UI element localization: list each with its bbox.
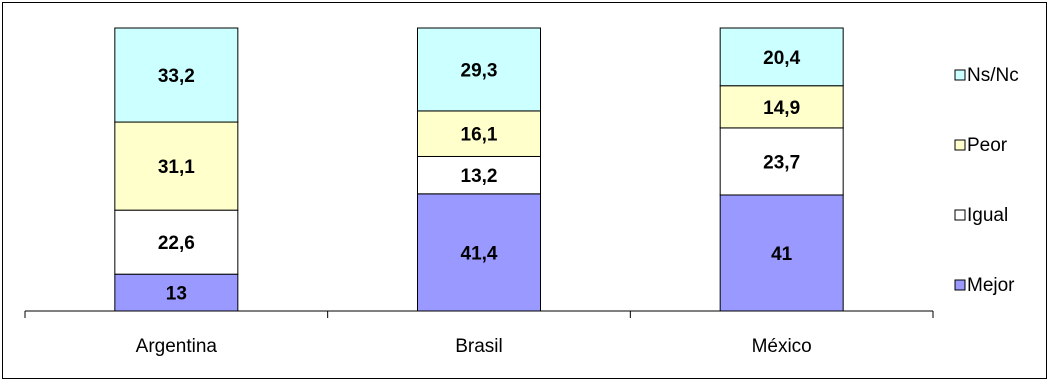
x-tick-label-brasil: Brasil [455, 336, 503, 357]
data-label-mexico-peor: 14,9 [763, 98, 800, 119]
data-label-mexico-ns-nc: 20,4 [763, 48, 800, 69]
stacked-bar-chart: 13 22,6 31,1 33,2 Argentina 41,4 13,2 16,1 29,3 B… [24, 27, 1019, 357]
legend-label-igual: Igual [967, 205, 1008, 226]
legend-label-peor: Peor [967, 135, 1008, 156]
bar-mexico-igual [719, 127, 844, 196]
bar-brasil-ns-nc [417, 27, 541, 112]
bar-argentina-mejor [114, 273, 239, 312]
x-tick-label-argentina: Argentina [136, 336, 218, 357]
legend-swatch-ns-nc [954, 69, 966, 81]
legend-swatch-igual [954, 209, 966, 221]
bar-mexico-peor [719, 85, 844, 129]
legend-label-mejor: Mejor [967, 275, 1015, 296]
bar-mexico-ns-nc [719, 27, 844, 87]
data-label-argentina-igual: 22,6 [158, 233, 195, 254]
data-label-brasil-mejor: 41,4 [461, 243, 498, 264]
bar-argentina-igual [114, 209, 239, 275]
chart-frame: 13 22,6 31,1 33,2 Argentina 41,4 13,2 16,1 29,3 B… [2, 2, 1047, 379]
bar-argentina-ns-nc [114, 27, 239, 123]
bar-mexico-mejor [719, 194, 844, 312]
bar-brasil-peor [417, 110, 541, 157]
legend-swatch-peor [954, 139, 966, 151]
data-label-argentina-peor: 31,1 [158, 157, 195, 178]
data-label-mexico-mejor: 41 [771, 244, 793, 265]
legend-label-ns-nc: Ns/Nc [967, 65, 1019, 86]
x-tick-label-mexico: México [752, 336, 812, 357]
data-label-argentina-ns-nc: 33,2 [158, 66, 195, 87]
data-label-brasil-ns-nc: 29,3 [461, 60, 498, 81]
data-label-brasil-igual: 13,2 [461, 166, 498, 187]
data-label-argentina-mejor: 13 [166, 284, 187, 305]
data-label-mexico-igual: 23,7 [763, 152, 800, 173]
data-label-brasil-peor: 16,1 [461, 125, 498, 146]
legend-swatch-mejor [954, 279, 966, 291]
